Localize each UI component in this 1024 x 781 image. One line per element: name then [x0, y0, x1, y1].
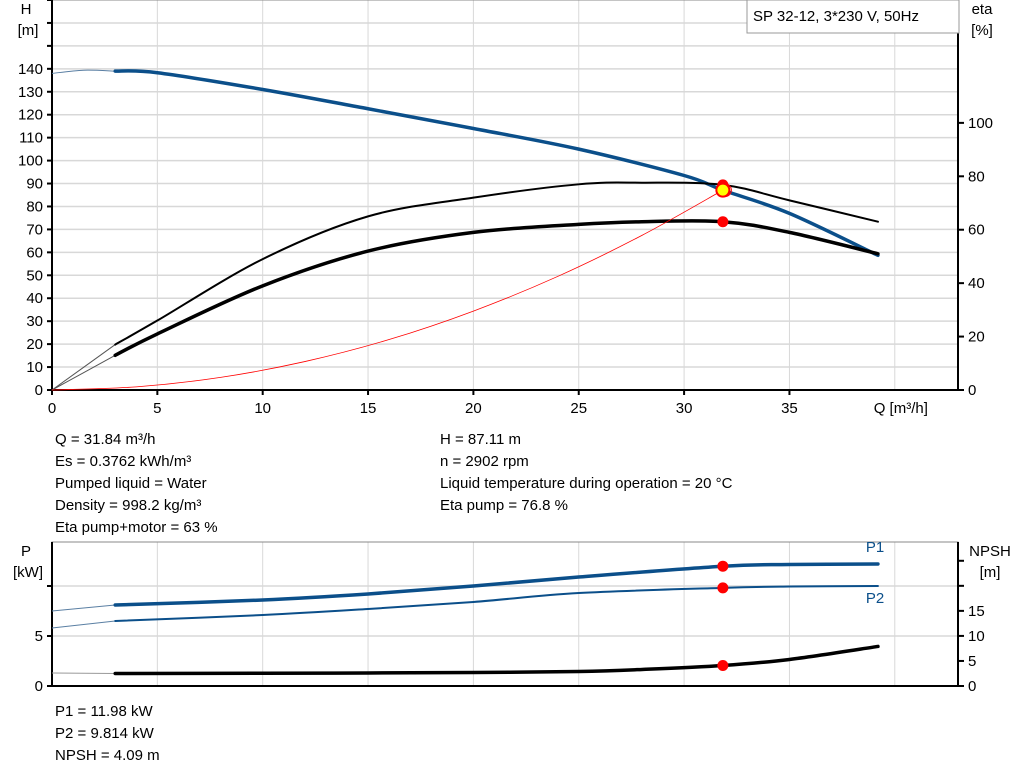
curve-extension-P1 [51, 604, 116, 612]
plot-frame [51, 0, 959, 391]
operating-point-marker [717, 216, 729, 228]
info-liquid: Pumped liquid = Water [55, 475, 207, 492]
x-tick-label: 30 [676, 400, 693, 417]
legend-box-text: SP 32-12, 3*230 V, 50Hz [753, 8, 919, 25]
info-npsh: NPSH = 4.09 m [55, 747, 160, 764]
curve-H [113, 69, 880, 258]
info-es: Es = 0.3762 kWh/m³ [55, 453, 192, 470]
info-eta-total: Eta pump+motor = 63 % [55, 519, 218, 536]
y-left-tick-label: 0 [35, 678, 43, 695]
y-left-tick-label: 130 [18, 84, 43, 101]
y-left-tick-label: 0 [35, 382, 43, 399]
info-temperature: Liquid temperature during operation = 20… [440, 475, 733, 492]
legend-box: SP 32-12, 3*230 V, 50Hz [746, 0, 960, 34]
y-left-tick-label: 30 [26, 313, 43, 330]
y-left-tick-label: 140 [18, 61, 43, 78]
info-p2: P2 = 9.814 kW [55, 725, 154, 742]
y-right-tick-label: 0 [968, 678, 976, 695]
info-density: Density = 998.2 kg/m³ [55, 497, 202, 514]
y-right-label: eta [972, 1, 994, 18]
x-axis-label: Q [m³/h] [874, 400, 928, 417]
series-label-P1: P1 [866, 539, 884, 556]
y-right-unit: [%] [971, 22, 993, 39]
y-left-label: H [21, 1, 32, 18]
curve-extension-P2 [51, 620, 116, 629]
y-left-tick-label: 60 [26, 244, 43, 261]
power-npsh-chart: 0 5 0 5 10 15 P [kW] NPSH [m] P1 P2 [13, 539, 1011, 695]
curve-extension-H [51, 69, 116, 74]
info-top-right: H = 87.11 m n = 2902 rpm Liquid temperat… [440, 429, 732, 517]
y-right-tick-label: 60 [968, 222, 985, 239]
info-top-left: Q = 31.84 m³/h Es = 0.3762 kWh/m³ Pumped… [55, 429, 218, 539]
curve-eta_pump [114, 181, 879, 346]
y-right-tick-label: 10 [968, 628, 985, 645]
y-left-tick-label: 70 [26, 221, 43, 238]
series-label-P2: P2 [866, 590, 884, 607]
info-p1: P1 = 11.98 kW [55, 703, 153, 720]
y-right-tick-label: 5 [968, 653, 976, 670]
y-right-tick-label: 20 [968, 329, 985, 346]
curve-P1 [113, 562, 880, 607]
y-left-tick-label: 120 [18, 107, 43, 124]
y-left-tick-label: 110 [19, 130, 43, 147]
y-right-tick-label: 100 [968, 115, 993, 132]
y-left-tick-label: 50 [26, 267, 43, 284]
curve-extension-eta_total [51, 354, 116, 391]
x-tick-label: 25 [570, 400, 587, 417]
x-tick-label: 15 [360, 400, 377, 417]
info-h: H = 87.11 m [440, 431, 522, 448]
y-left-tick-label: 40 [26, 290, 43, 307]
operating-point-marker [717, 660, 729, 672]
y-right-label: NPSH [969, 543, 1011, 560]
y-left-tick-label: 90 [26, 176, 43, 193]
curve-system_curve [51, 189, 724, 391]
curve-P2 [114, 585, 879, 622]
info-eta-pump: Eta pump = 76.8 % [440, 497, 568, 514]
head-efficiency-chart: 0102030405060708090100110120130140020406… [18, 0, 994, 417]
y-left-label: P [21, 543, 31, 560]
x-tick-label: 10 [254, 400, 271, 417]
y-right-tick-label: 40 [968, 275, 985, 292]
duty-point-marker [715, 182, 731, 198]
x-tick-label: 0 [48, 400, 56, 417]
operating-point-marker [717, 582, 729, 594]
y-left-tick-label: 80 [26, 198, 43, 215]
operating-point-marker [717, 560, 729, 572]
x-tick-label: 35 [781, 400, 798, 417]
y-left-tick-label: 100 [18, 153, 43, 170]
y-left-tick-label: 5 [35, 628, 43, 645]
curve-NPSH [113, 644, 880, 676]
y-right-unit: [m] [980, 564, 1001, 581]
y-right-tick-label: 15 [968, 603, 985, 620]
y-left-tick-label: 20 [26, 336, 43, 353]
curve-extension-eta_pump [51, 344, 116, 391]
y-right-tick-label: 0 [968, 382, 976, 399]
y-right-tick-label: 80 [968, 168, 985, 185]
info-n: n = 2902 rpm [440, 453, 529, 470]
x-tick-label: 5 [153, 400, 161, 417]
x-tick-label: 20 [465, 400, 482, 417]
info-bottom: P1 = 11.98 kW P2 = 9.814 kW NPSH = 4.09 … [55, 701, 160, 767]
y-left-tick-label: 10 [26, 359, 43, 376]
y-left-unit: [kW] [13, 564, 43, 581]
info-q: Q = 31.84 m³/h [55, 431, 156, 448]
curve-eta_total [113, 219, 880, 358]
y-left-unit: [m] [18, 22, 39, 39]
curve-extension-NPSH [51, 672, 116, 674]
